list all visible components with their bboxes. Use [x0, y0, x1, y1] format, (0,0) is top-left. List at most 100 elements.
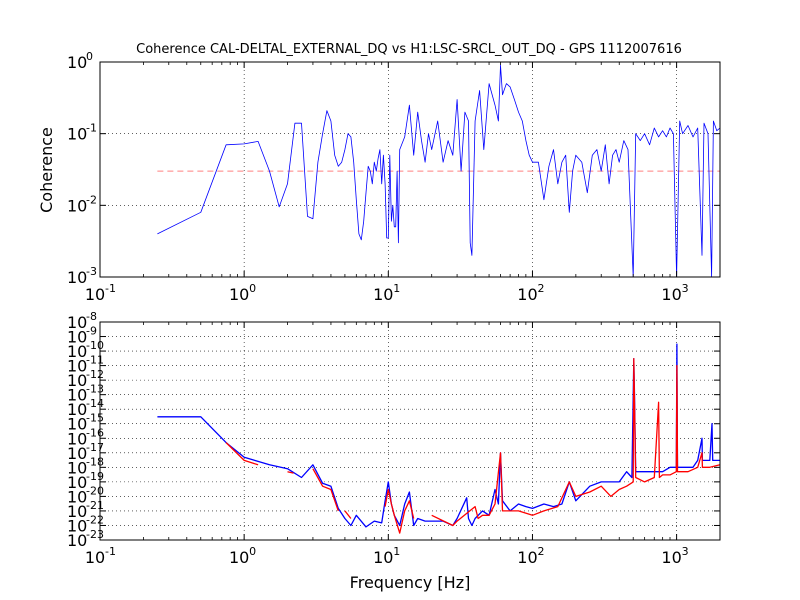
y-tick-base: 10	[67, 386, 87, 405]
series-line	[225, 358, 721, 534]
y-tick-label: 10-19	[67, 470, 104, 492]
x-tick-exponent: 2	[537, 545, 544, 558]
y-tick-base: 10	[67, 357, 87, 376]
y-tick-label: 10-9	[67, 325, 97, 347]
y-tick-label: 10-14	[67, 397, 104, 419]
y-tick-exponent: -12	[86, 368, 104, 381]
y-tick-base: 10	[67, 531, 87, 550]
y-tick-label: 10-3	[67, 265, 97, 287]
y-tick-exponent: -19	[86, 470, 104, 483]
x-tick-label: 10 -1	[85, 545, 116, 567]
y-tick-base: 10	[67, 342, 87, 361]
x-tick-base: 10	[85, 285, 105, 304]
x-tick-base: 10	[373, 285, 393, 304]
top-y-axis-label: Coherence	[37, 127, 56, 213]
y-tick-base: 10	[67, 487, 87, 506]
y-tick-base: 10	[67, 313, 87, 332]
x-tick-label: 10 3	[661, 282, 688, 304]
x-tick-exponent: 3	[682, 282, 689, 295]
bottom-x-ticks: 10 -1 10 0 10 1 10 2 10 3	[85, 322, 721, 567]
y-tick-base: 10	[67, 516, 87, 535]
x-tick-exponent: -1	[105, 282, 116, 295]
x-tick-exponent: 1	[393, 545, 400, 558]
y-tick-exponent: -21	[86, 499, 104, 512]
x-tick-exponent: -1	[105, 545, 116, 558]
series-line	[157, 64, 721, 278]
x-tick-base: 10	[661, 285, 681, 304]
top-grid	[100, 62, 720, 277]
y-tick-base: 10	[67, 473, 87, 492]
y-tick-label: 10-12	[67, 368, 104, 390]
bottom-series	[157, 343, 721, 534]
y-tick-label: 10-16	[67, 426, 104, 448]
x-tick-label: 10 3	[661, 545, 688, 567]
x-tick-label: 10 -1	[85, 282, 116, 304]
top-plot-frame	[99, 61, 721, 278]
x-tick-base: 10	[229, 285, 249, 304]
y-tick-exponent: 0	[86, 50, 93, 63]
top-chart-title: Coherence CAL-DELTAL_EXTERNAL_DQ vs H1:L…	[136, 42, 682, 57]
x-tick-exponent: 2	[537, 282, 544, 295]
y-tick-label: 10-22	[67, 513, 104, 535]
y-tick-label: 10-10	[67, 339, 104, 361]
y-tick-label: 10-21	[67, 499, 104, 521]
y-tick-base: 10	[67, 429, 87, 448]
x-tick-label: 10 1	[373, 545, 400, 567]
y-tick-exponent: -20	[86, 484, 104, 497]
x-tick-label: 10 0	[229, 545, 256, 567]
y-tick-exponent: -18	[86, 455, 104, 468]
x-tick-exponent: 1	[393, 282, 400, 295]
x-tick-base: 10	[85, 548, 105, 567]
x-tick-base: 10	[229, 548, 249, 567]
x-tick-label: 10 2	[517, 545, 544, 567]
series-line	[157, 343, 720, 528]
y-tick-base: 10	[67, 458, 87, 477]
y-tick-base: 10	[67, 125, 87, 144]
y-tick-exponent: -14	[86, 397, 104, 410]
y-tick-exponent: -16	[86, 426, 104, 439]
y-tick-exponent: -3	[86, 265, 97, 278]
x-tick-base: 10	[517, 285, 537, 304]
top-series	[157, 64, 721, 278]
y-tick-exponent: -2	[86, 193, 97, 206]
y-tick-label: 10-17	[67, 441, 104, 463]
bottom-plot-frame	[99, 321, 721, 541]
y-tick-label: 10-2	[67, 193, 97, 215]
y-tick-base: 10	[67, 196, 87, 215]
y-tick-exponent: -1	[86, 122, 97, 135]
x-tick-base: 10	[517, 548, 537, 567]
y-tick-base: 10	[67, 328, 87, 347]
y-tick-base: 10	[67, 53, 87, 72]
top-x-ticks: 10 -1 10 0 10 1 10 2 10 3	[85, 62, 721, 304]
y-tick-exponent: -10	[86, 339, 104, 352]
y-tick-exponent: -17	[86, 441, 104, 454]
y-tick-base: 10	[67, 502, 87, 521]
x-tick-exponent: 0	[249, 545, 256, 558]
y-tick-label: 10-13	[67, 383, 104, 405]
x-tick-base: 10	[661, 548, 681, 567]
y-tick-label: 10-23	[67, 528, 104, 550]
y-tick-label: 10-20	[67, 484, 104, 506]
x-tick-exponent: 0	[249, 282, 256, 295]
y-tick-exponent: -9	[86, 325, 97, 338]
x-tick-label: 10 0	[229, 282, 256, 304]
y-tick-exponent: -8	[86, 310, 97, 323]
y-tick-base: 10	[67, 415, 87, 434]
y-tick-label: 10-8	[67, 310, 97, 332]
y-tick-label: 10-15	[67, 412, 104, 434]
bottom-y-ticks: 10-2310-2210-2110-2010-1910-1810-1710-16…	[67, 310, 720, 550]
x-tick-label: 10 1	[373, 282, 400, 304]
x-tick-base: 10	[373, 548, 393, 567]
x-tick-exponent: 3	[682, 545, 689, 558]
y-tick-label: 100	[67, 50, 93, 72]
bottom-x-axis-label: Frequency [Hz]	[350, 573, 471, 592]
y-tick-base: 10	[67, 371, 87, 390]
y-tick-exponent: -15	[86, 412, 104, 425]
y-tick-exponent: -13	[86, 383, 104, 396]
y-tick-label: 10-1	[67, 122, 97, 144]
y-tick-label: 10-11	[67, 354, 104, 376]
y-tick-base: 10	[67, 400, 87, 419]
y-tick-base: 10	[67, 268, 87, 287]
y-tick-exponent: -22	[86, 513, 104, 526]
